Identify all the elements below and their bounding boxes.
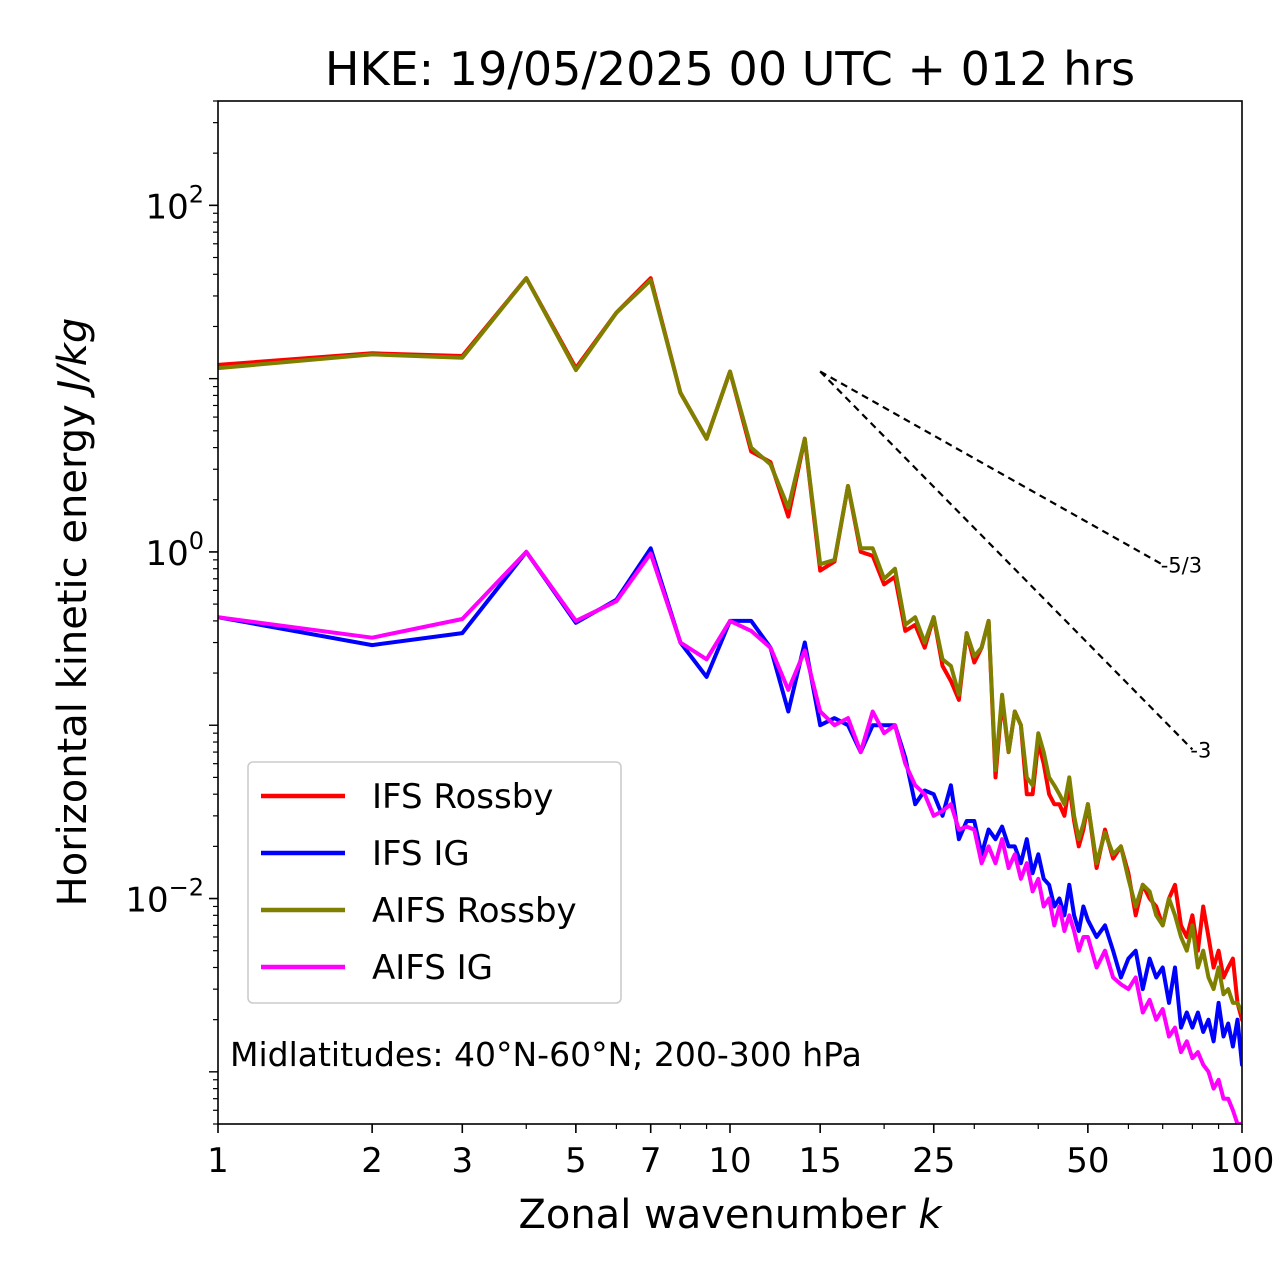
series-line-aifs-ig bbox=[218, 549, 1242, 1124]
x-tick-label: 2 bbox=[361, 1141, 383, 1181]
x-axis-label: Zonal wavenumber k bbox=[518, 1192, 943, 1238]
x-tick-label: 50 bbox=[1066, 1141, 1109, 1181]
major-ticks: 1 2 3 5 7 10 15 25 50 100 102 100 10−2 bbox=[125, 180, 1274, 1181]
slope-layer: -5/3 -3 bbox=[819, 370, 1211, 762]
y-tick-label: 10−2 bbox=[125, 874, 204, 921]
legend-label: AIFS IG bbox=[372, 948, 493, 988]
legend-label: IFS IG bbox=[372, 834, 470, 874]
region-annotation: Midlatitudes: 40°N-60°N; 200-300 hPa bbox=[230, 1035, 862, 1074]
legend-label: AIFS Rossby bbox=[372, 891, 577, 931]
plot-frame bbox=[217, 100, 1243, 1125]
y-tick-label: 102 bbox=[145, 180, 204, 227]
y-axis-label: Horizontal kinetic energy J/kg bbox=[50, 318, 96, 907]
legend-frame bbox=[247, 761, 622, 1004]
series-layer bbox=[218, 276, 1242, 1124]
x-tick-label: 10 bbox=[708, 1141, 751, 1181]
x-tick-label: 25 bbox=[912, 1141, 955, 1181]
slope-label: -5/3 bbox=[1161, 554, 1202, 578]
slope-line bbox=[819, 370, 1164, 566]
x-tick-label: 3 bbox=[451, 1141, 473, 1181]
legend: IFS Rossby IFS IG AIFS Rossby AIFS IG bbox=[247, 761, 622, 1004]
x-tick-label: 100 bbox=[1210, 1141, 1275, 1181]
y-tick-label: 100 bbox=[145, 527, 204, 574]
x-tick-label: 5 bbox=[565, 1141, 587, 1181]
chart-title: HKE: 19/05/2025 00 UTC + 012 hrs bbox=[325, 42, 1135, 96]
series-line-ifs-ig bbox=[218, 546, 1242, 1067]
series-line-aifs-rossby bbox=[218, 276, 1242, 1015]
legend-label: IFS Rossby bbox=[372, 777, 553, 817]
x-tick-label: 15 bbox=[799, 1141, 842, 1181]
x-tick-label: 1 bbox=[207, 1141, 229, 1181]
x-tick-label: 7 bbox=[640, 1141, 662, 1181]
slope-label: -3 bbox=[1190, 738, 1211, 762]
slope-line bbox=[819, 370, 1194, 751]
legend-items: IFS Rossby IFS IG AIFS Rossby AIFS IG bbox=[261, 777, 577, 988]
